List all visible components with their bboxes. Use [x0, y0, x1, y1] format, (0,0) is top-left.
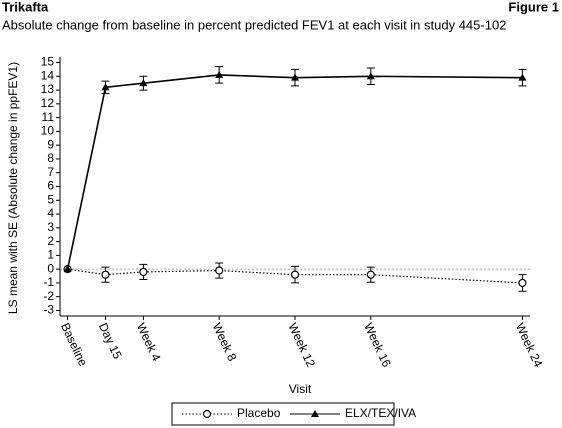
y-tick-label: -2: [43, 289, 54, 303]
y-tick-label: 6: [47, 179, 54, 193]
marker: [290, 270, 300, 279]
marker: [215, 266, 224, 275]
y-tick-label: -1: [43, 275, 54, 289]
x-tick-label: Week 4: [134, 321, 164, 364]
marker: [63, 265, 72, 273]
y-tick-label: 11: [42, 110, 55, 124]
y-tick-label: 15: [41, 55, 55, 69]
y-axis-label: LS mean with SE (Absolute change in ppFE…: [6, 62, 20, 314]
y-tick-label: 5: [47, 192, 54, 206]
y-tick-label: 0: [47, 261, 54, 275]
marker: [291, 73, 299, 81]
x-tick-label: Week 16: [361, 321, 394, 370]
y-tick-label: 3: [47, 220, 54, 234]
chart-title: Absolute change from baseline in percent…: [2, 17, 506, 32]
marker: [139, 267, 148, 277]
figure-label: Figure 1: [508, 0, 559, 14]
marker: [139, 79, 148, 87]
x-tick-label: Baseline: [58, 321, 90, 369]
y-tick-label: 8: [47, 151, 54, 165]
marker: [366, 72, 375, 80]
marker: [518, 73, 527, 81]
y-tick-label: 7: [47, 165, 54, 179]
series-line: [66, 74, 523, 270]
y-tick-label: 10: [41, 124, 55, 138]
y-tick-label: 4: [47, 206, 54, 220]
marker: [518, 278, 527, 288]
y-tick-label: 14: [41, 68, 55, 82]
legend-label: ELX/TEX/IVA: [345, 406, 416, 420]
x-tick-label: Week 24: [513, 321, 546, 370]
y-tick-label: 9: [47, 137, 54, 151]
y-tick-label: 12: [41, 96, 55, 110]
x-tick-label: Week 12: [285, 321, 318, 370]
y-tick-label: 13: [41, 82, 55, 96]
x-axis-label: Visit: [289, 382, 312, 396]
marker: [101, 270, 110, 279]
legend-label: Placebo: [237, 406, 281, 420]
y-tick-label: 2: [47, 234, 54, 248]
x-tick-label: Day 15: [96, 321, 125, 362]
legend-marker: [311, 410, 319, 417]
marker: [215, 70, 224, 78]
marker: [366, 270, 375, 279]
x-tick-label: Week 8: [210, 321, 240, 364]
legend-marker: [202, 409, 212, 419]
y-tick-label: -3: [43, 303, 54, 317]
legend-box: [171, 402, 395, 426]
y-tick-label: 1: [47, 248, 54, 262]
marker: [101, 83, 110, 91]
header: Trikafta: [2, 0, 49, 14]
